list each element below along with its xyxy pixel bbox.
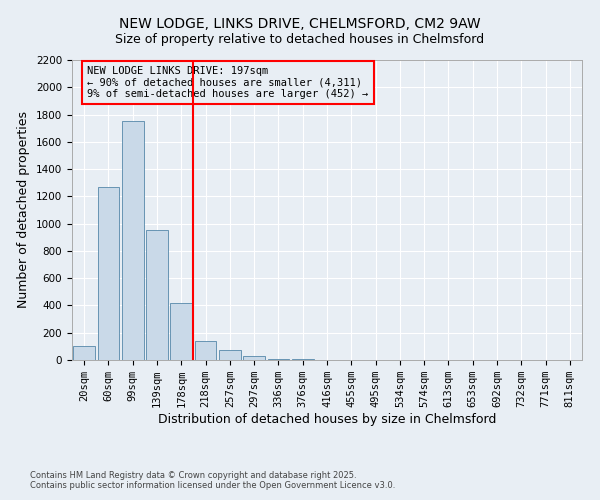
Bar [97,187,119,360]
Text: Contains HM Land Registry data © Crown copyright and database right 2025.: Contains HM Land Registry data © Crown c… [30,470,356,480]
Bar [194,341,217,360]
Bar [243,356,265,360]
Bar [122,122,143,360]
Bar [170,302,192,360]
Bar [73,346,95,360]
Text: NEW LODGE LINKS DRIVE: 197sqm
← 90% of detached houses are smaller (4,311)
9% of: NEW LODGE LINKS DRIVE: 197sqm ← 90% of d… [88,66,368,99]
Bar [146,230,168,360]
Bar [219,350,241,360]
Text: Contains public sector information licensed under the Open Government Licence v3: Contains public sector information licen… [30,480,395,490]
Text: Size of property relative to detached houses in Chelmsford: Size of property relative to detached ho… [115,32,485,46]
Text: NEW LODGE, LINKS DRIVE, CHELMSFORD, CM2 9AW: NEW LODGE, LINKS DRIVE, CHELMSFORD, CM2 … [119,18,481,32]
Bar [268,358,289,360]
X-axis label: Distribution of detached houses by size in Chelmsford: Distribution of detached houses by size … [158,413,496,426]
Y-axis label: Number of detached properties: Number of detached properties [17,112,31,308]
